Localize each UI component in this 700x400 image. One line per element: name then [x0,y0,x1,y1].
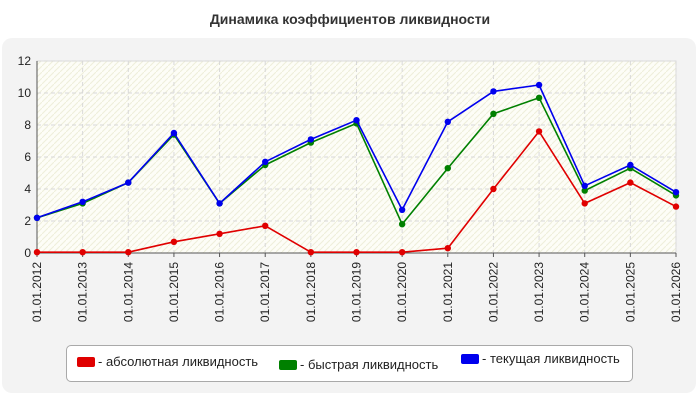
data-point [444,165,451,172]
series-2 [33,81,680,221]
data-point [353,249,360,256]
y-tick-label: 6 [24,150,31,164]
series-0 [33,128,680,256]
data-point [307,249,315,256]
data-point [444,118,451,126]
x-tick-label: 01.01.2026 [669,262,683,322]
x-tick-label: 01.01.2024 [578,262,592,322]
chart-title: Динамика коэффициентов ликвидности [209,11,491,27]
y-tick-label: 2 [24,214,31,228]
data-point [125,249,132,256]
y-tick-label: 4 [24,182,31,196]
x-tick-label: 01.01.2019 [350,262,364,322]
x-tick-label: 01.01.2021 [441,262,455,322]
data-point [216,200,223,207]
data-point [79,198,86,205]
legend-swatch-current [461,353,479,364]
data-point [170,129,178,137]
data-point [444,245,451,252]
x-tick-label: 01.01.2015 [167,262,181,322]
y-tick-label: 10 [18,86,32,100]
grid-lines [37,60,677,253]
legend-item-current: - текущая ликвидность [461,351,620,366]
y-tick-label: 12 [18,54,32,68]
data-point [33,249,41,256]
y-tick-label: 8 [24,118,31,132]
data-point [125,179,132,186]
data-point [307,136,315,143]
data-point [672,189,680,196]
x-tick-label: 01.01.2012 [30,262,44,322]
y-tick-label: 0 [24,246,31,260]
data-point [490,88,497,95]
data-point [581,187,588,194]
legend-item-quick: - быстрая ликвидность [279,357,438,372]
data-point [353,117,360,124]
data-point [490,110,497,118]
data-point [398,249,406,256]
x-tick-label: 01.01.2023 [532,262,546,322]
data-point [581,182,588,189]
data-point [79,249,86,256]
x-tick-label: 01.01.2018 [304,262,318,322]
x-tick-label: 01.01.2020 [395,262,409,322]
x-tick-label: 01.01.2013 [76,262,90,322]
data-point [535,81,543,89]
legend-label-quick: - быстрая ликвидность [300,357,439,372]
data-point [535,128,543,135]
x-tick-label: 01.01.2025 [623,262,637,322]
data-point [627,161,634,169]
data-point [398,221,406,228]
x-tick-label: 01.01.2016 [213,262,227,322]
data-point [262,158,269,165]
legend-item-absolute: - абсолютная ликвидность [77,354,258,369]
series-group [33,81,680,256]
data-point [170,238,178,245]
data-point [672,203,680,210]
legend-swatch-quick [279,359,297,370]
legend-swatch-absolute [77,356,95,367]
data-point [627,179,634,186]
data-point [581,200,588,207]
x-tick-label: 01.01.2017 [258,262,272,322]
legend-label-current: - текущая ликвидность [482,351,620,366]
data-point [535,94,543,102]
x-tick-label: 01.01.2022 [486,262,500,322]
legend: - абсолютная ликвидность - быстрая ликви… [66,345,633,382]
data-point [490,185,497,193]
data-point [398,206,406,213]
legend-label-absolute: - абсолютная ликвидность [98,354,259,369]
x-tick-label: 01.01.2014 [121,262,135,322]
data-point [216,230,223,237]
data-point [262,222,269,229]
data-point [33,214,41,221]
